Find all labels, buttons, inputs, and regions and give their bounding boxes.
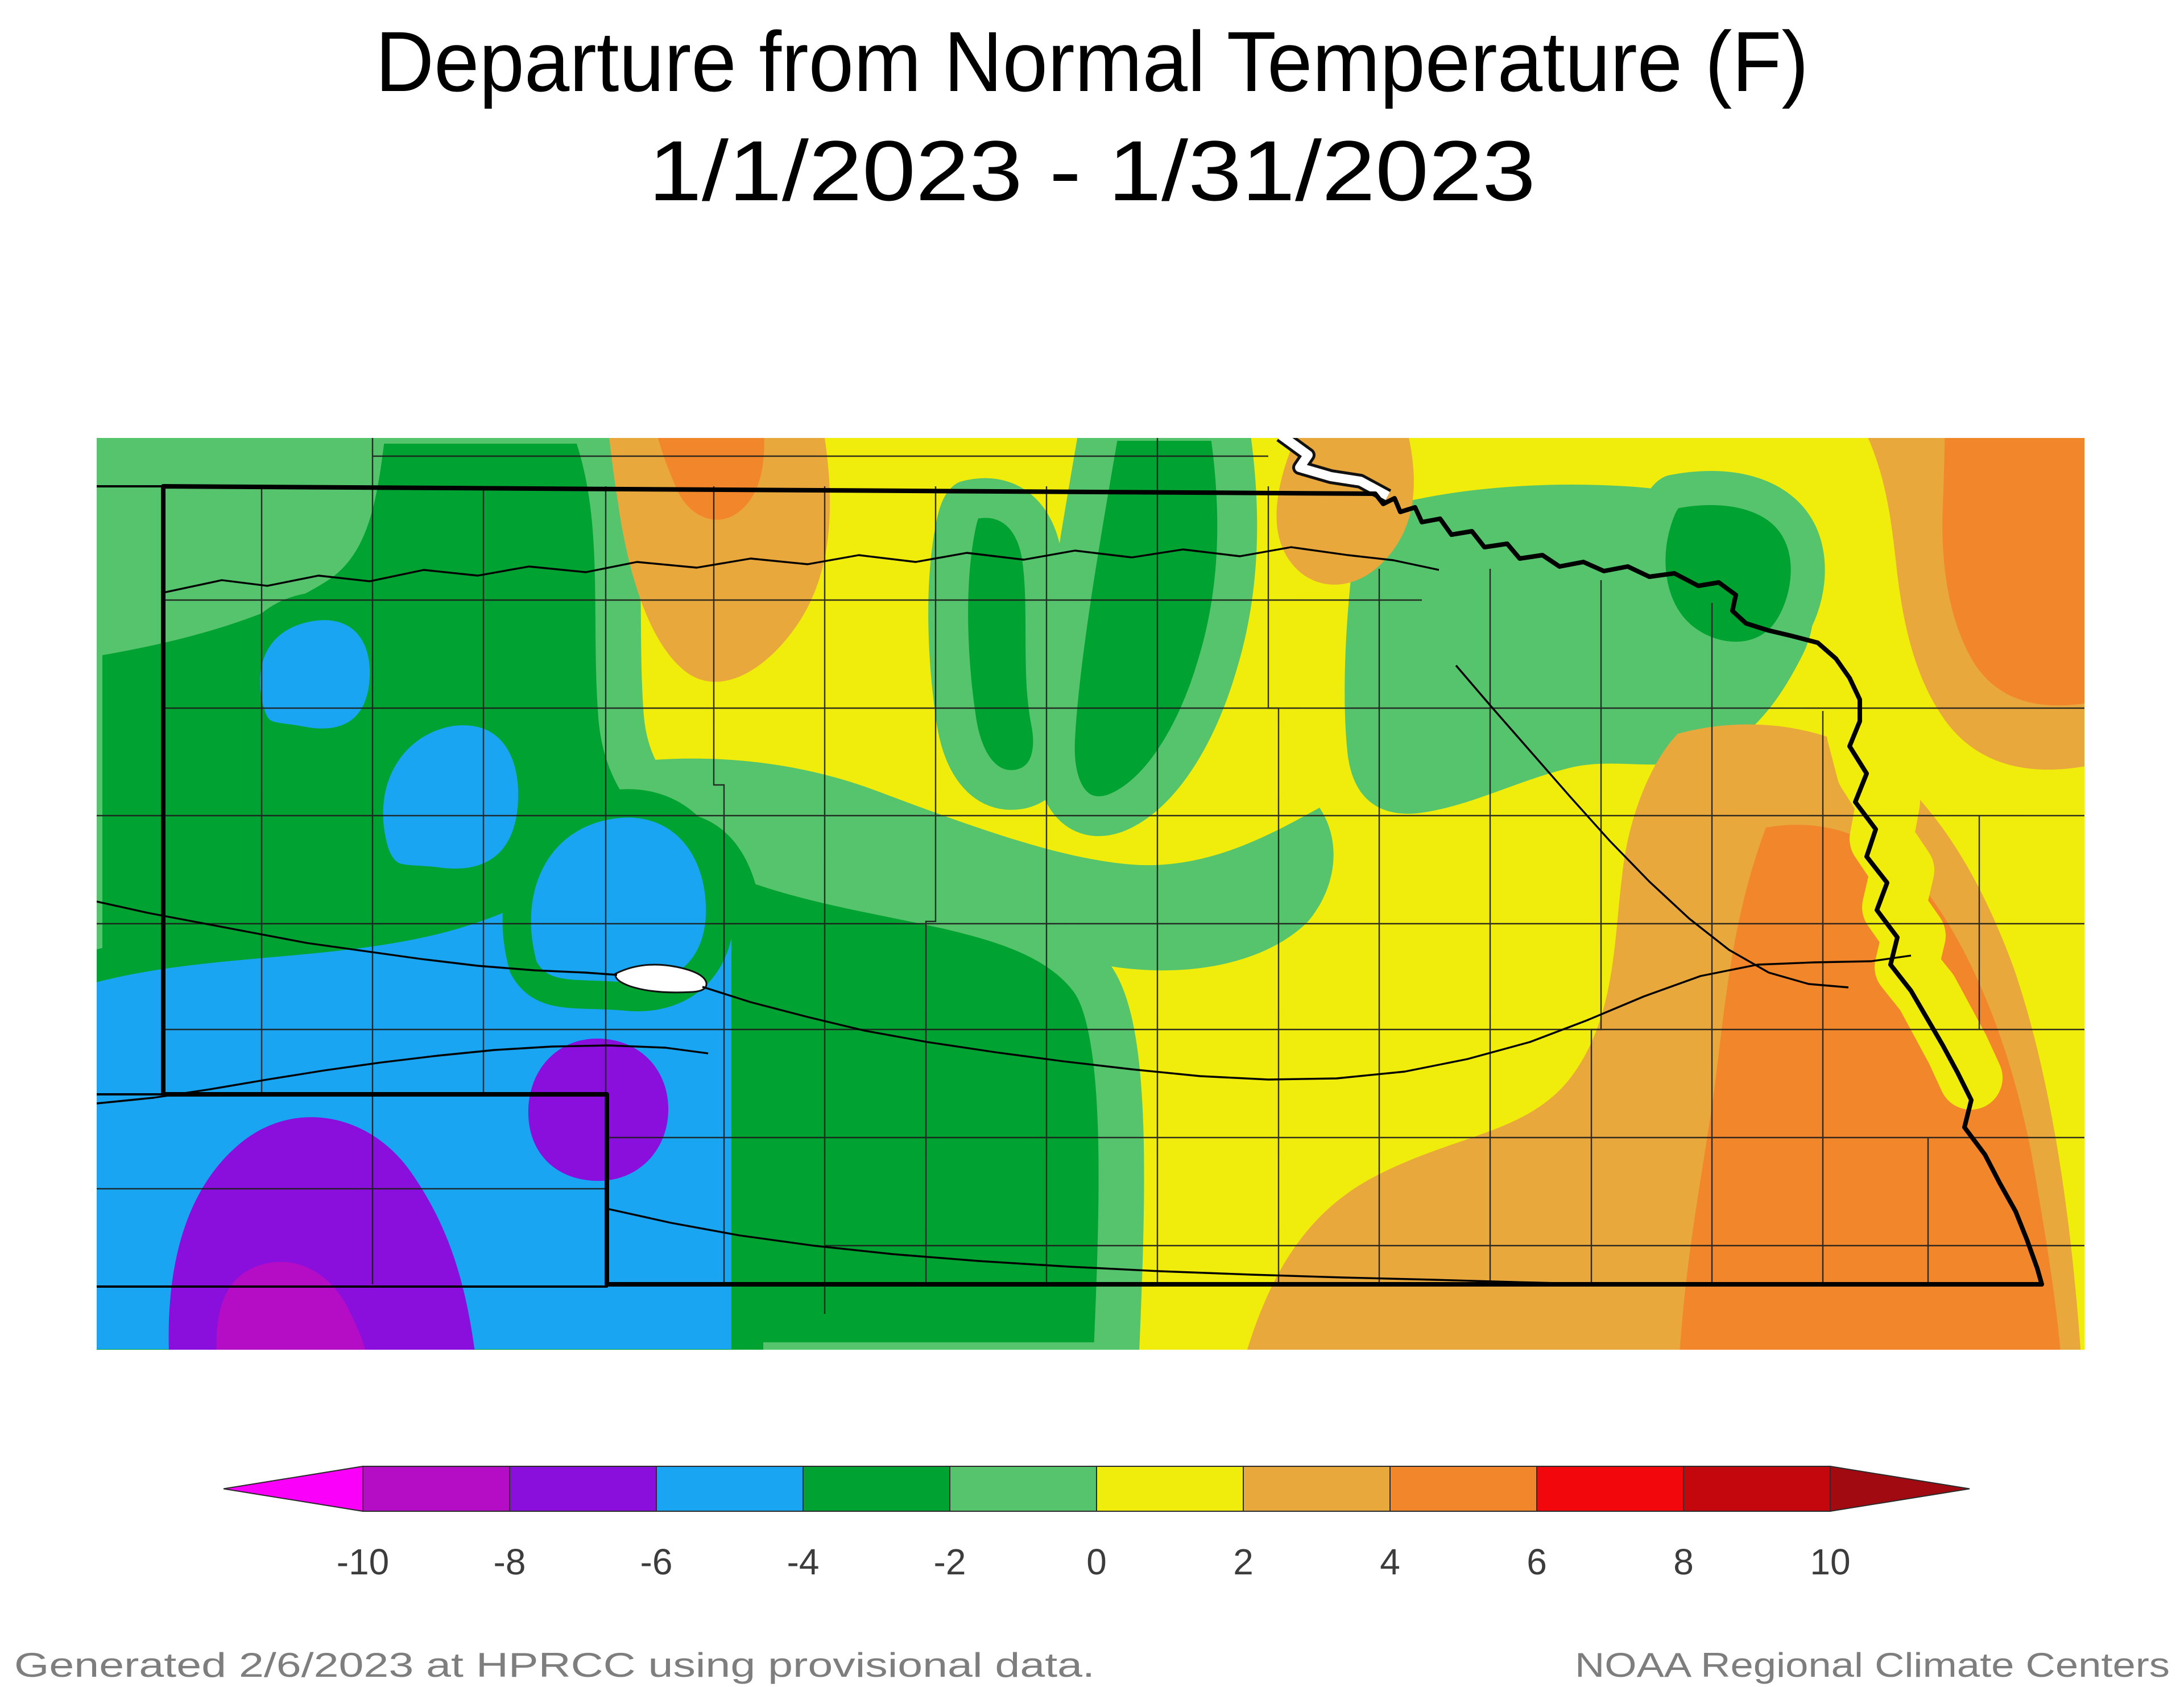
title-block: Departure from Normal Temperature (F) 1/… <box>375 14 1809 218</box>
state-border <box>97 484 2044 1288</box>
contour-region-orange-top-center <box>658 438 764 520</box>
colorbar-segment <box>509 1466 657 1512</box>
colorbar-tick-label: -10 <box>337 1541 390 1582</box>
rivers <box>97 546 1912 1285</box>
contour-region-amber-top-center <box>609 438 830 682</box>
contour-region-lightgreen-center-band <box>592 758 1334 971</box>
republican-river <box>606 1208 1582 1285</box>
contour-region-yellow-river-band <box>1827 702 2003 1110</box>
footer-generated-note: Generated 2/6/2023 at HPRCC using provis… <box>14 1646 1095 1684</box>
colorbar-tick-label: -6 <box>640 1541 673 1582</box>
platte-river <box>702 954 1912 1081</box>
contour-region-magenta-core <box>216 1262 366 1350</box>
south-platte-river <box>97 1044 709 1105</box>
north-platte-river <box>97 900 618 976</box>
colorbar-right-arrow <box>1830 1465 1970 1512</box>
colorbar-left-arrow <box>223 1465 363 1512</box>
county-line <box>713 486 725 1284</box>
colorbar-tick-label: 8 <box>1673 1541 1694 1582</box>
contour-region-blue-blob-2 <box>354 697 547 898</box>
colorbar-tick-label: 4 <box>1380 1541 1400 1582</box>
colorbar-segment <box>1096 1466 1244 1512</box>
elkhorn-river <box>1455 664 1849 989</box>
colorbar-tick-label: -8 <box>494 1541 526 1582</box>
colorbar-legend: -10 -8 -6 -4 -2 0 2 4 6 8 10 <box>223 1465 1970 1582</box>
page-subtitle-dates: 1/1/2023 - 1/31/2023 <box>648 123 1536 218</box>
colorbar-tick-label: 2 <box>1233 1541 1254 1582</box>
contour-region-purple-circle <box>528 1039 669 1181</box>
colorbar-tick-label: -2 <box>934 1541 966 1582</box>
niobrara-river <box>163 546 1440 594</box>
contour-region-green-north-finger <box>1035 438 1258 836</box>
colorbar-segment <box>1243 1466 1391 1512</box>
contour-region-green-ne-core <box>1631 470 1825 676</box>
colorbar-tick-label: 6 <box>1527 1541 1547 1582</box>
contour-region-blue-blob-1 <box>231 592 399 757</box>
page-title: Departure from Normal Temperature (F) <box>375 14 1809 109</box>
footer-source-credit: NOAA Regional Climate Centers <box>1575 1646 2170 1684</box>
colorbar-tick-label: 10 <box>1810 1541 1850 1582</box>
colorbar-segment <box>949 1466 1097 1512</box>
contour-region-blue-blob-3 <box>502 789 735 1011</box>
colorbar-segment <box>803 1466 950 1512</box>
colorbar-tick-label: -4 <box>787 1541 820 1582</box>
missouri-river-north-water <box>1278 438 1390 501</box>
county-line <box>925 486 937 1284</box>
colorbar-segment <box>362 1466 510 1512</box>
footer: Generated 2/6/2023 at HPRCC using provis… <box>14 1646 2170 1684</box>
colorbar-segment <box>1683 1466 1831 1512</box>
nebraska-map <box>97 438 2084 1350</box>
colorbar-segment <box>1536 1466 1684 1512</box>
contour-region-orange-se-core <box>1680 825 2061 1350</box>
nebraska-state-border <box>161 484 2044 1287</box>
colorbar-tick-label: 0 <box>1086 1541 1107 1582</box>
colorbar-segment <box>656 1466 804 1512</box>
missouri-river-north-ribbon <box>1276 438 1392 503</box>
colorbar-segment <box>1389 1466 1537 1512</box>
contour-region-orange-ne-core <box>1942 438 2084 706</box>
county-lines <box>97 438 2084 1314</box>
lake-mcconaughy <box>614 964 708 994</box>
